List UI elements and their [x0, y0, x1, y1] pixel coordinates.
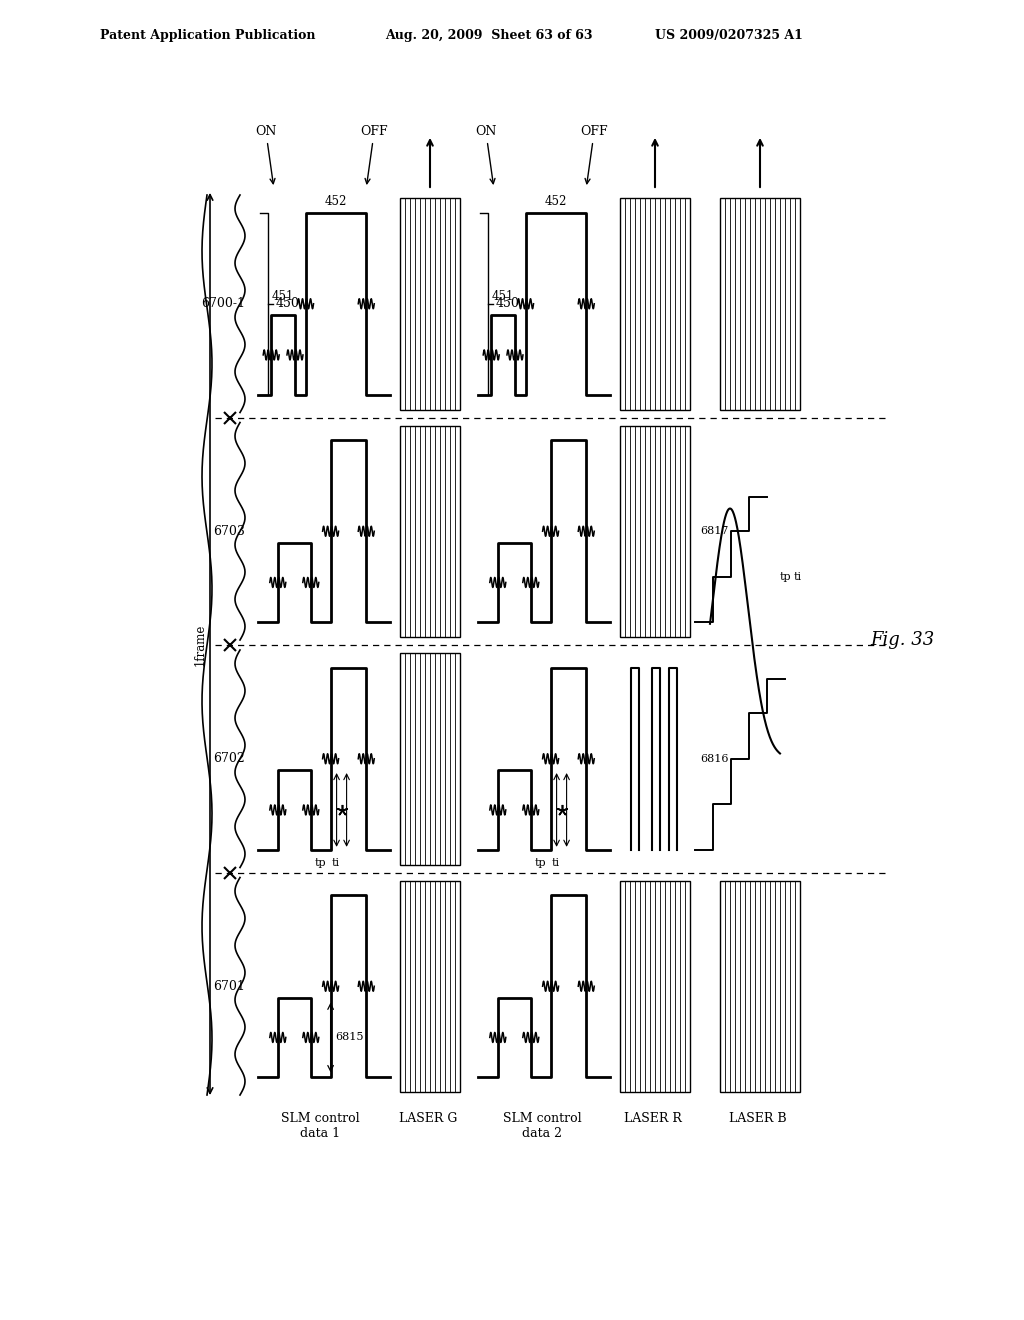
Bar: [720, 198, 800, 409]
Text: 451: 451: [492, 290, 514, 304]
Text: SLM control
data 1: SLM control data 1: [281, 1111, 359, 1140]
Text: tp: tp: [779, 572, 791, 582]
Bar: [620, 198, 690, 409]
Text: 452: 452: [545, 195, 567, 207]
Text: ON: ON: [475, 125, 497, 183]
Text: LASER R: LASER R: [624, 1111, 682, 1125]
Bar: [400, 880, 460, 1092]
Text: 452: 452: [325, 195, 347, 207]
Text: ti: ti: [332, 858, 340, 867]
Text: Aug. 20, 2009  Sheet 63 of 63: Aug. 20, 2009 Sheet 63 of 63: [385, 29, 593, 41]
Bar: [400, 653, 460, 865]
Text: SLM control
data 2: SLM control data 2: [503, 1111, 582, 1140]
Bar: [400, 198, 460, 409]
Bar: [620, 425, 690, 638]
Text: 6702: 6702: [213, 752, 245, 766]
Text: 6701: 6701: [213, 979, 245, 993]
Text: 6816: 6816: [700, 754, 728, 764]
Text: 6703: 6703: [213, 525, 245, 537]
Text: 451: 451: [272, 290, 294, 304]
Bar: [620, 880, 690, 1092]
Text: tp: tp: [535, 858, 547, 867]
Text: OFF: OFF: [360, 125, 388, 183]
Text: 6700-1: 6700-1: [201, 297, 245, 310]
Bar: [720, 880, 800, 1092]
Text: 450: 450: [496, 297, 520, 310]
Text: 450: 450: [276, 297, 300, 310]
Text: US 2009/0207325 A1: US 2009/0207325 A1: [655, 29, 803, 41]
Text: LASER G: LASER G: [398, 1111, 457, 1125]
Text: OFF: OFF: [581, 125, 608, 183]
Text: 1frame: 1frame: [194, 624, 207, 667]
Text: LASER B: LASER B: [729, 1111, 786, 1125]
Text: 6815: 6815: [336, 1032, 365, 1043]
Text: 6817: 6817: [700, 527, 728, 536]
Text: Patent Application Publication: Patent Application Publication: [100, 29, 315, 41]
Text: ti: ti: [794, 572, 802, 582]
Text: tp: tp: [314, 858, 327, 867]
Text: ON: ON: [255, 125, 276, 183]
Text: ti: ti: [552, 858, 560, 867]
Text: Fig. 33: Fig. 33: [870, 631, 934, 649]
Bar: [400, 425, 460, 638]
